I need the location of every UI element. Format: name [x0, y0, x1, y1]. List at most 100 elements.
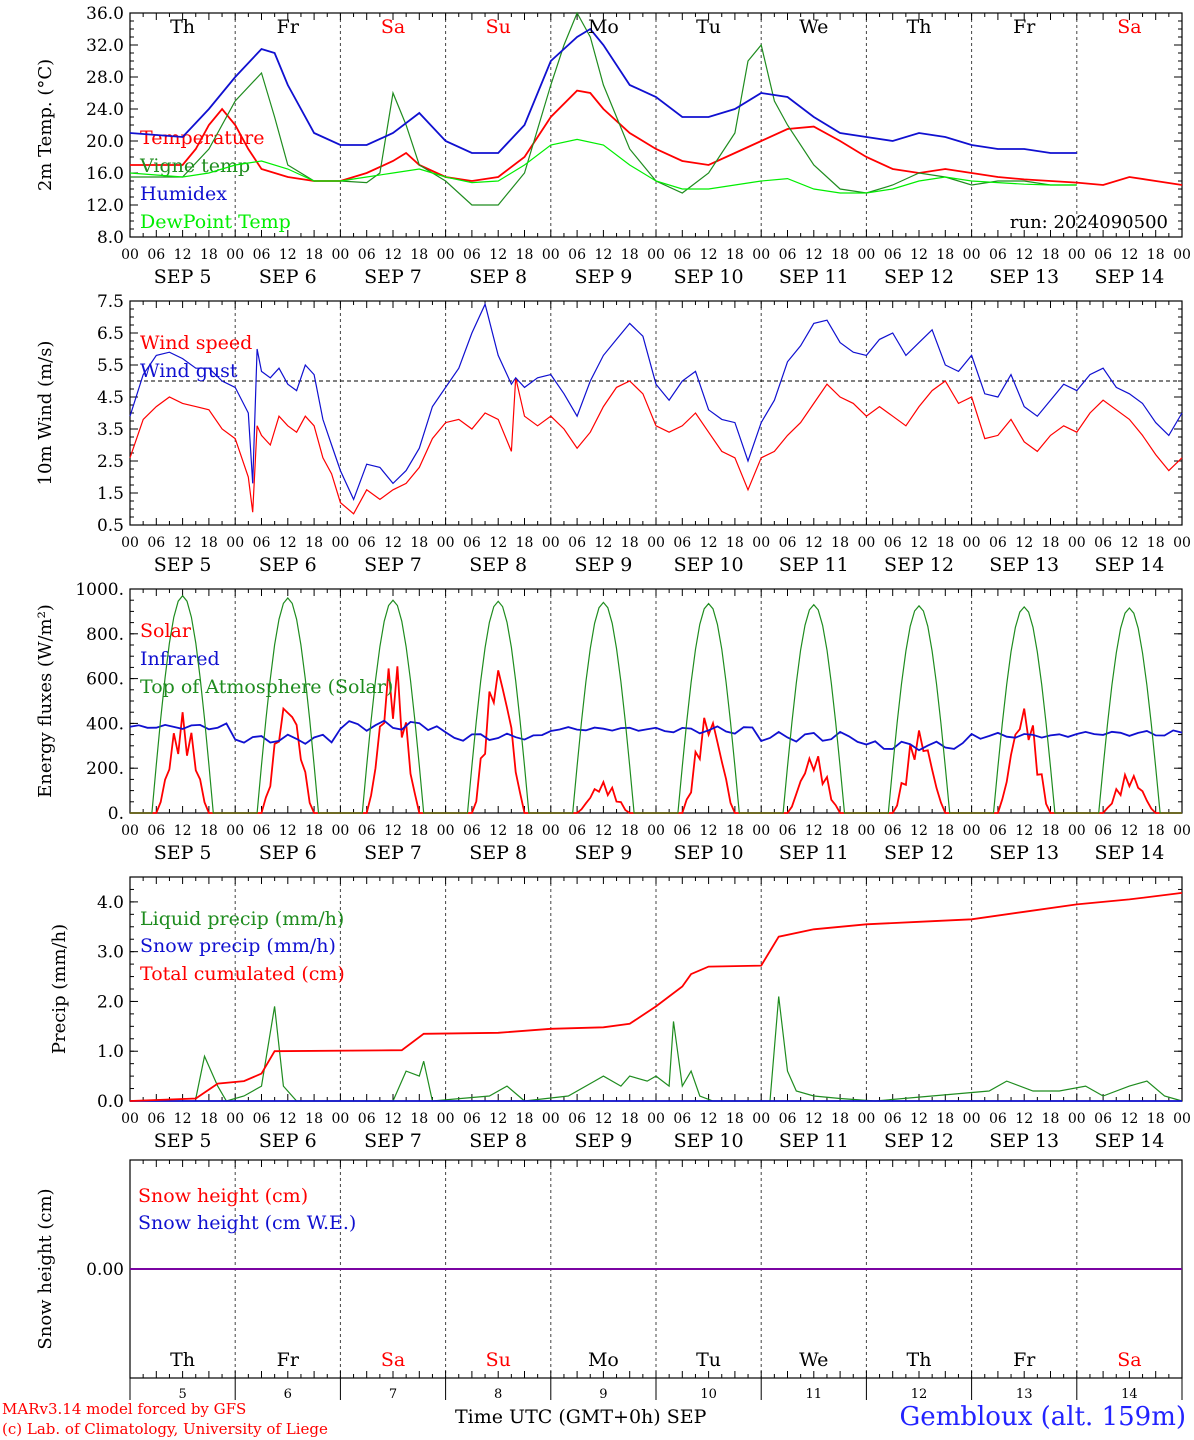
- series-line-total-cumulated-cm-: [129, 892, 1183, 1102]
- day-name: We: [799, 1349, 828, 1371]
- y-tick-label: 32.0: [86, 36, 124, 56]
- x-hour-label: 12: [1120, 823, 1138, 839]
- x-hour-label: 18: [305, 247, 323, 263]
- x-hour-label: 06: [673, 823, 691, 839]
- day-name: Fr: [277, 16, 300, 38]
- y-tick-label: 2.0: [97, 992, 124, 1012]
- legend-entry: Wind gust: [140, 360, 238, 382]
- day-number: 13: [1016, 1387, 1033, 1402]
- legend-entry: Snow precip (mm/h): [140, 935, 336, 957]
- x-hour-label: 00: [1068, 247, 1086, 263]
- x-hour-label: 00: [437, 247, 455, 263]
- date-label: SEP 8: [469, 554, 527, 576]
- x-hour-label: 18: [1042, 823, 1060, 839]
- legend-entry: Snow height (cm W.E.): [138, 1212, 356, 1234]
- y-tick-label: 4.0: [97, 893, 124, 913]
- x-hour-label: 12: [174, 535, 192, 551]
- x-hour-label: 12: [1015, 1111, 1033, 1127]
- x-hour-label: 12: [700, 535, 718, 551]
- x-hour-label: 18: [1147, 1111, 1165, 1127]
- y-tick-label: 2.5: [97, 452, 124, 472]
- date-label: SEP 13: [989, 842, 1059, 864]
- date-label: SEP 14: [1094, 842, 1164, 864]
- x-hour-label: 00: [1173, 247, 1191, 263]
- series-line-temperature: [130, 89, 1183, 186]
- y-tick-label: 0.0: [97, 1092, 124, 1112]
- x-hour-label: 18: [200, 1111, 218, 1127]
- x-hour-label: 06: [1094, 1111, 1112, 1127]
- legend-entry: Vigne temp: [139, 155, 250, 177]
- x-hour-label: 06: [147, 535, 165, 551]
- x-hour-label: 18: [305, 823, 323, 839]
- x-hour-label: 18: [410, 535, 428, 551]
- x-hour-label: 12: [910, 247, 928, 263]
- date-label: SEP 10: [674, 554, 744, 576]
- x-hour-label: 06: [779, 247, 797, 263]
- series-line-dewpoint-temp: [129, 138, 1077, 194]
- date-label: SEP 12: [884, 554, 954, 576]
- y-tick-label: 1000.: [75, 580, 124, 600]
- x-hour-label: 06: [884, 535, 902, 551]
- x-hour-label: 00: [331, 535, 349, 551]
- x-hour-label: 06: [568, 535, 586, 551]
- day-number: 10: [700, 1387, 717, 1402]
- legend-entry: Snow height (cm): [138, 1185, 308, 1207]
- x-hour-label: 00: [226, 823, 244, 839]
- date-label: SEP 7: [364, 554, 422, 576]
- x-hour-label: 06: [1094, 823, 1112, 839]
- x-hour-label: 00: [752, 823, 770, 839]
- x-hour-label: 06: [568, 247, 586, 263]
- date-label: SEP 12: [884, 266, 954, 288]
- x-hour-label: 18: [936, 247, 954, 263]
- x-hour-label: 12: [489, 535, 507, 551]
- y-tick-label: 1.5: [97, 484, 124, 504]
- x-hour-label: 18: [1147, 823, 1165, 839]
- legend-entry: Top of Atmosphere (Solar): [140, 676, 393, 698]
- x-hour-label: 12: [1120, 535, 1138, 551]
- x-hour-label: 12: [805, 535, 823, 551]
- x-hour-label: 12: [174, 823, 192, 839]
- x-hour-label: 12: [1120, 247, 1138, 263]
- x-hour-label: 18: [831, 1111, 849, 1127]
- legend-entry: Liquid precip (mm/h): [140, 908, 344, 930]
- legend-entry: Humidex: [140, 183, 227, 205]
- x-hour-label: 18: [621, 823, 639, 839]
- y-tick-label: 20.0: [86, 132, 124, 152]
- x-hour-label: 00: [437, 1111, 455, 1127]
- day-name: Sa: [381, 1349, 405, 1371]
- x-hour-label: 18: [831, 535, 849, 551]
- x-hour-label: 12: [279, 247, 297, 263]
- legend-entry: Solar: [140, 620, 192, 642]
- y-tick-label: 3.5: [97, 420, 124, 440]
- day-name: Su: [486, 16, 511, 38]
- day-number: 11: [806, 1387, 823, 1402]
- x-hour-label: 00: [121, 1111, 139, 1127]
- x-hour-label: 18: [200, 247, 218, 263]
- x-hour-label: 00: [542, 823, 560, 839]
- date-label: SEP 7: [364, 266, 422, 288]
- x-hour-label: 00: [752, 1111, 770, 1127]
- y-tick-label: 600.: [86, 670, 124, 690]
- x-hour-label: 00: [963, 535, 981, 551]
- date-label: SEP 12: [884, 1130, 954, 1152]
- x-hour-label: 12: [805, 247, 823, 263]
- x-hour-label: 00: [1173, 823, 1191, 839]
- date-label: SEP 11: [779, 842, 849, 864]
- x-hour-label: 00: [963, 247, 981, 263]
- x-hour-label: 06: [884, 1111, 902, 1127]
- date-label: SEP 13: [989, 1130, 1059, 1152]
- day-name: Fr: [277, 1349, 300, 1371]
- x-hour-label: 18: [936, 1111, 954, 1127]
- date-label: SEP 9: [574, 1130, 632, 1152]
- x-hour-label: 12: [594, 1111, 612, 1127]
- x-hour-label: 18: [305, 535, 323, 551]
- x-hour-label: 06: [147, 823, 165, 839]
- date-label: SEP 9: [574, 842, 632, 864]
- date-label: SEP 6: [259, 842, 317, 864]
- x-hour-label: 12: [174, 247, 192, 263]
- x-hour-label: 06: [463, 823, 481, 839]
- y-tick-label: 8.0: [97, 228, 124, 248]
- day-name: Mo: [588, 1349, 619, 1371]
- panel-energy: 0. 200. 400. 600. 800. 1000. Energy fluxes (W/…: [35, 580, 1191, 864]
- plot-frame: [129, 588, 1183, 814]
